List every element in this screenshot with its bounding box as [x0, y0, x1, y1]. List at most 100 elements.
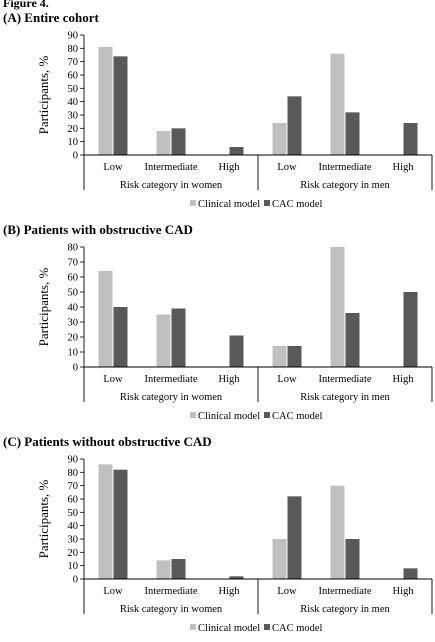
chart-a-xtick-label: High [393, 162, 415, 173]
chart-b-bar-cac-5 [403, 292, 418, 367]
chart-b-ytick-label: 10 [68, 348, 79, 359]
chart-c-bar-cac-5 [403, 568, 418, 579]
chart-c-xtick-label: Intermediate [318, 586, 371, 597]
chart-a-xtick-label: Intermediate [318, 162, 371, 173]
chart-c-ytick-label: 30 [68, 535, 79, 546]
chart-a-legend-swatch-cac [264, 200, 270, 206]
chart-c-ytick-label: 80 [68, 468, 79, 479]
chart-c-bar-clinical-1 [156, 560, 171, 579]
chart-a-bar-clinical-1 [156, 131, 171, 155]
chart-b-ytick-label: 30 [68, 318, 79, 329]
chart-b-ytick-label: 50 [68, 288, 79, 299]
chart-c-bar-clinical-4 [330, 485, 345, 579]
chart-c-group-label: Risk category in men [300, 604, 390, 615]
chart-a-ytick-label: 50 [68, 84, 79, 95]
chart-a-ytick-label: 80 [68, 44, 79, 55]
chart-b-bar-cac-0 [113, 307, 128, 367]
chart-c-ytick-label: 20 [68, 548, 79, 559]
chart-b-xtick-label: Low [277, 374, 297, 385]
chart-b-group-label: Risk category in women [120, 392, 223, 403]
chart-b-bar-cac-2 [229, 335, 244, 367]
chart-c-xtick-label: High [219, 586, 241, 597]
chart-c-ytick-label: 10 [68, 561, 79, 572]
chart-a-ytick-label: 60 [68, 71, 79, 82]
chart-a-ytick-label: 90 [68, 31, 79, 42]
chart-a-bar-cac-5 [403, 123, 418, 155]
chart-a-xtick-label: Low [103, 162, 123, 173]
chart-a-group-label: Risk category in women [120, 180, 223, 191]
chart-a-bar-cac-1 [171, 128, 186, 155]
chart-b-xtick-label: Intermediate [144, 374, 197, 385]
chart-b-xtick-label: Low [103, 374, 123, 385]
chart-c-legend-label-cac: CAC model [272, 623, 323, 634]
chart-b-bar-cac-1 [171, 308, 186, 367]
chart-b-ytick-label: 80 [68, 243, 79, 254]
chart-c-bar-cac-0 [113, 469, 128, 579]
chart-c-bar-cac-1 [171, 559, 186, 579]
chart-c-bar-cac-3 [287, 496, 302, 579]
chart-b: 0 10 20 30 40 50 60 70 80 Participants, % Low Inter… [36, 243, 433, 422]
chart-a-ytick-label: 20 [68, 124, 79, 135]
chart-a-bar-cac-0 [113, 56, 128, 155]
chart-b-ytick-label: 0 [73, 363, 78, 374]
chart-c-ytick-label: 70 [68, 481, 79, 492]
chart-c-xtick-label: High [393, 586, 415, 597]
chart-c-ytick-label: 60 [68, 495, 79, 506]
chart-c-xtick-label: Intermediate [144, 586, 197, 597]
chart-c-legend-swatch-cac [264, 624, 270, 630]
chart-c-xtick-label: Low [103, 586, 123, 597]
chart-b-legend-swatch-cac [264, 412, 270, 418]
panel-a-title: (A) Entire cohort [3, 10, 99, 25]
panel-b-title: (B) Patients with obstructive CAD [3, 222, 193, 237]
chart-a-bar-clinical-4 [330, 53, 345, 155]
chart-a-bar-clinical-0 [98, 47, 113, 155]
chart-c: 0 10 20 30 40 50 60 70 80 90 Participants, % Low Int… [36, 455, 433, 634]
chart-b-ytick-label: 70 [68, 258, 79, 269]
chart-b-legend-label-cac: CAC model [272, 411, 323, 422]
chart-c-legend-swatch-clinical [190, 624, 196, 630]
chart-b-ytick-label: 40 [68, 303, 79, 314]
chart-b-group-label: Risk category in men [300, 392, 390, 403]
chart-c-xtick-label: Low [277, 586, 297, 597]
chart-c-ytick-label: 0 [73, 575, 78, 586]
chart-a-legend-label-cac: CAC model [272, 199, 323, 210]
chart-b-bar-clinical-0 [98, 271, 113, 367]
figure-label: Figure 4. [3, 0, 49, 10]
chart-c-ytick-label: 50 [68, 508, 79, 519]
chart-b-ytick-label: 20 [68, 333, 79, 344]
chart-a-ytick-label: 70 [68, 57, 79, 68]
chart-a-legend-label-clinical: Clinical model [198, 199, 260, 210]
chart-a-bar-cac-2 [229, 147, 244, 155]
chart-b-ylabel: Participants, % [36, 267, 51, 346]
chart-a-xtick-label: High [219, 162, 241, 173]
chart-c-ytick-label: 40 [68, 521, 79, 532]
chart-a-ytick-label: 40 [68, 97, 79, 108]
chart-c-bar-clinical-3 [272, 539, 287, 579]
chart-c-ylabel: Participants, % [36, 479, 51, 558]
chart-b-bar-cac-4 [345, 313, 360, 367]
chart-c-bar-cac-4 [345, 539, 360, 579]
chart-b-xtick-label: High [393, 374, 415, 385]
chart-b-bar-clinical-4 [330, 247, 345, 367]
chart-a-group-label: Risk category in men [300, 180, 390, 191]
chart-c-ytick-label: 90 [68, 455, 79, 466]
chart-a-ytick-label: 10 [68, 137, 79, 148]
chart-b-bar-clinical-3 [272, 346, 287, 367]
chart-a-legend-swatch-clinical [190, 200, 196, 206]
chart-a-ytick-label: 0 [73, 151, 78, 162]
chart-b-bar-clinical-1 [156, 314, 171, 367]
chart-b-xtick-label: High [219, 374, 241, 385]
chart-b-legend-label-clinical: Clinical model [198, 411, 260, 422]
chart-a: 0 10 20 30 40 50 60 70 80 90 Participants, % Low Int… [36, 31, 433, 210]
chart-b-bar-cac-3 [287, 346, 302, 367]
chart-a-ylabel: Participants, % [36, 55, 51, 134]
panel-c-title: (C) Patients without obstructive CAD [3, 434, 212, 449]
chart-c-bar-cac-2 [229, 576, 244, 579]
chart-b-ytick-label: 60 [68, 273, 79, 284]
chart-c-legend-label-clinical: Clinical model [198, 623, 260, 634]
chart-a-bar-clinical-3 [272, 123, 287, 155]
chart-c-bar-clinical-0 [98, 464, 113, 579]
chart-a-bar-cac-3 [287, 96, 302, 155]
chart-b-legend-swatch-clinical [190, 412, 196, 418]
chart-a-xtick-label: Intermediate [144, 162, 197, 173]
